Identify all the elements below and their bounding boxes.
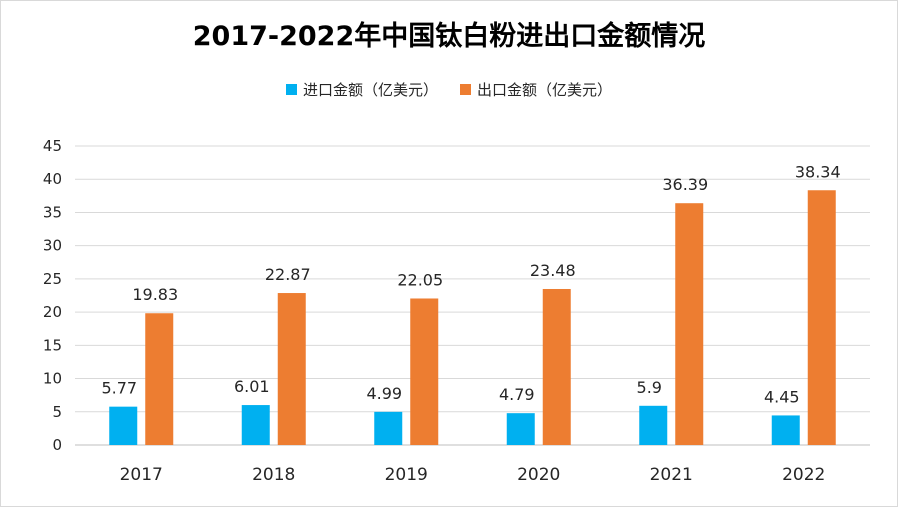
- data-label-export: 22.87: [265, 265, 311, 284]
- data-label-export: 22.05: [397, 270, 443, 289]
- legend-swatch-export: [460, 84, 471, 95]
- y-tick-label: 15: [43, 336, 62, 354]
- data-label-export: 36.39: [662, 175, 708, 194]
- x-tick-label: 2017: [120, 465, 163, 485]
- bar-import: [109, 406, 138, 445]
- legend-item-export: 出口金额（亿美元）: [460, 79, 612, 100]
- y-tick-label: 40: [43, 170, 62, 188]
- bar-export: [542, 288, 571, 445]
- legend-item-import: 进口金额（亿美元）: [285, 79, 438, 100]
- legend-label-export: 出口金额（亿美元）: [477, 81, 613, 99]
- legend-swatch-import: [285, 84, 297, 95]
- data-label-import: 5.9: [637, 378, 662, 397]
- bar-export: [807, 190, 836, 445]
- bar-export: [277, 293, 306, 445]
- data-label-import: 4.79: [499, 385, 535, 404]
- data-label-import: 4.45: [764, 387, 800, 406]
- y-tick-label: 45: [43, 137, 62, 155]
- y-tick-label: 10: [43, 370, 62, 388]
- bar-export: [410, 298, 439, 445]
- data-label-import: 6.01: [234, 377, 270, 396]
- bar-import: [639, 405, 668, 445]
- y-tick-label: 5: [52, 403, 62, 421]
- data-label-export: 23.48: [530, 261, 576, 280]
- bar-import: [771, 415, 800, 445]
- x-tick-label: 2020: [517, 465, 560, 485]
- y-tick-label: 25: [43, 270, 62, 288]
- y-tick-label: 30: [43, 237, 62, 255]
- chart-title: 2017-2022年中国钛白粉进出口金额情况: [192, 21, 706, 52]
- x-tick-label: 2018: [252, 465, 295, 485]
- x-tick-label: 2021: [650, 465, 693, 485]
- y-tick-label: 0: [52, 436, 62, 454]
- legend-label-import: 进口金额（亿美元）: [302, 81, 438, 99]
- data-label-export: 38.34: [795, 162, 841, 181]
- data-label-import: 4.99: [366, 384, 402, 403]
- data-label-export: 19.83: [132, 285, 178, 304]
- y-tick-label: 35: [43, 203, 62, 221]
- bar-export: [145, 313, 174, 445]
- legend: 进口金额（亿美元） 出口金额（亿美元）: [0, 79, 898, 100]
- bar-export: [675, 203, 704, 445]
- bar-import: [374, 411, 403, 445]
- x-tick-label: 2019: [385, 465, 428, 485]
- y-tick-label: 20: [43, 303, 62, 321]
- bar-import: [241, 405, 270, 445]
- data-label-import: 5.77: [101, 379, 137, 398]
- x-tick-label: 2022: [782, 465, 825, 485]
- bar-import: [506, 413, 535, 445]
